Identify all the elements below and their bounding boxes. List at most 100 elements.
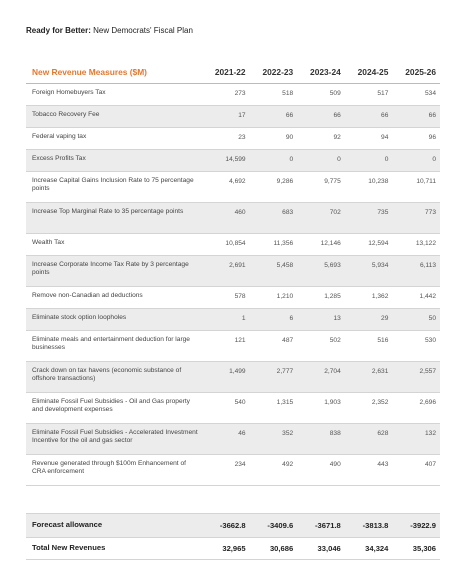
- row-value: 628: [344, 423, 393, 455]
- document-title-bold: Ready for Better:: [26, 26, 91, 35]
- year-header: 2023-24: [310, 67, 341, 77]
- row-value: 9,775: [297, 171, 345, 203]
- year-header: 2024-25: [357, 67, 389, 77]
- revenue-measures-table: New Revenue Measures ($M) 2021-22 2022-2…: [26, 61, 440, 560]
- row-label: Eliminate Fossil Fuel Subsidies - Accele…: [26, 423, 202, 455]
- row-value: 11,356: [249, 233, 298, 256]
- row-value: 502: [297, 330, 345, 362]
- row-value: 1,315: [249, 392, 298, 424]
- spacer-row: [26, 485, 440, 514]
- table-row: Wealth Tax 10,854 11,356 12,146 12,594 13,122: [26, 233, 440, 256]
- row-value: 66: [392, 105, 440, 128]
- forecast-row-value: -3813.8: [344, 513, 393, 538]
- row-label: Eliminate Fossil Fuel Subsidies - Oil an…: [26, 392, 202, 424]
- row-value: 509: [297, 83, 345, 106]
- total-row: Total New Revenues 32,965 30,686 33,046 34,3…: [26, 537, 440, 560]
- row-value: 5,458: [249, 255, 298, 287]
- row-value: 2,691: [202, 255, 250, 287]
- row-value: 90: [249, 127, 298, 150]
- row-value: 683: [249, 202, 298, 234]
- row-label: Wealth Tax: [26, 233, 202, 256]
- row-value: 487: [249, 330, 298, 362]
- row-value: 132: [392, 423, 440, 455]
- forecast-row-value: -3662.8: [202, 513, 250, 538]
- row-value: 2,777: [249, 361, 298, 393]
- row-value: 5,693: [297, 255, 345, 287]
- row-value: 14,599: [202, 149, 250, 172]
- table-row: Crack down on tax havens (economic subst…: [26, 361, 440, 393]
- table-body: Foreign Homebuyers Tax 273 518 509 517 534 Tob…: [26, 83, 440, 560]
- row-value: 234: [202, 454, 250, 486]
- document-title: Ready for Better: New Democrats' Fiscal …: [26, 26, 193, 35]
- total-row-value: 34,324: [344, 537, 393, 560]
- row-value: 1,362: [344, 286, 393, 309]
- year-header: 2021-22: [214, 67, 246, 77]
- row-value: 50: [392, 308, 440, 331]
- row-value: 1,442: [392, 286, 440, 309]
- row-value: 10,711: [392, 171, 440, 203]
- row-value: 23: [202, 127, 250, 150]
- forecast-row-value: -3922.9: [392, 513, 440, 538]
- row-value: 92: [297, 127, 345, 150]
- row-value: 17: [202, 105, 250, 128]
- row-value: 1,499: [202, 361, 250, 393]
- row-value: 4,692: [202, 171, 250, 203]
- row-value: 773: [392, 202, 440, 234]
- total-row-value: 30,686: [249, 537, 298, 560]
- table-row: Increase Top Marginal Rate to 35 percent…: [26, 202, 440, 234]
- row-value: 0: [297, 149, 345, 172]
- forecast-row-label: Forecast allowance: [26, 513, 202, 538]
- row-value: 443: [344, 454, 393, 486]
- total-row-label: Total New Revenues: [26, 537, 202, 560]
- row-value: 516: [344, 330, 393, 362]
- row-value: 13: [297, 308, 345, 331]
- row-label: Tobacco Recovery Fee: [26, 105, 202, 128]
- table-row: Increase Capital Gains Inclusion Rate to…: [26, 171, 440, 203]
- row-value: 2,696: [392, 392, 440, 424]
- row-value: 2,352: [344, 392, 393, 424]
- row-label: Increase Corporate Income Tax Rate by 3 …: [26, 255, 202, 287]
- row-value: 6,113: [392, 255, 440, 287]
- table-row: Increase Corporate Income Tax Rate by 3 …: [26, 255, 440, 287]
- total-row-value: 32,965: [202, 537, 250, 560]
- table-row: Revenue generated through $100m Enhancem…: [26, 454, 440, 486]
- row-value: 534: [392, 83, 440, 106]
- row-value: 10,854: [202, 233, 250, 256]
- row-value: 490: [297, 454, 345, 486]
- total-row-value: 33,046: [297, 537, 345, 560]
- row-value: 1: [202, 308, 250, 331]
- row-value: 735: [344, 202, 393, 234]
- row-value: 0: [249, 149, 298, 172]
- table-row: Eliminate meals and entertainment deduct…: [26, 330, 440, 362]
- table-row: Excess Profits Tax 14,599 0 0 0 0: [26, 149, 440, 172]
- row-value: 66: [249, 105, 298, 128]
- row-label: Foreign Homebuyers Tax: [26, 83, 202, 106]
- forecast-row-value: -3409.6: [249, 513, 298, 538]
- table-header-row: New Revenue Measures ($M) 2021-22 2022-2…: [26, 61, 440, 84]
- row-value: 407: [392, 454, 440, 486]
- spacer-cell: [26, 485, 440, 514]
- forecast-row-value: -3671.8: [297, 513, 345, 538]
- row-label: Eliminate meals and entertainment deduct…: [26, 330, 202, 362]
- row-value: 46: [202, 423, 250, 455]
- row-value: 530: [392, 330, 440, 362]
- row-value: 273: [202, 83, 250, 106]
- row-value: 352: [249, 423, 298, 455]
- row-value: 838: [297, 423, 345, 455]
- row-value: 9,286: [249, 171, 298, 203]
- row-value: 578: [202, 286, 250, 309]
- row-value: 0: [392, 149, 440, 172]
- row-value: 12,594: [344, 233, 393, 256]
- row-label: Increase Capital Gains Inclusion Rate to…: [26, 171, 202, 203]
- table-header-label: New Revenue Measures ($M): [32, 67, 147, 77]
- forecast-row: Forecast allowance -3662.8 -3409.6 -3671.8-…: [26, 513, 440, 538]
- row-value: 121: [202, 330, 250, 362]
- row-value: 5,934: [344, 255, 393, 287]
- row-value: 1,903: [297, 392, 345, 424]
- row-value: 2,704: [297, 361, 345, 393]
- row-value: 29: [344, 308, 393, 331]
- row-value: 94: [344, 127, 393, 150]
- row-value: 96: [392, 127, 440, 150]
- row-value: 492: [249, 454, 298, 486]
